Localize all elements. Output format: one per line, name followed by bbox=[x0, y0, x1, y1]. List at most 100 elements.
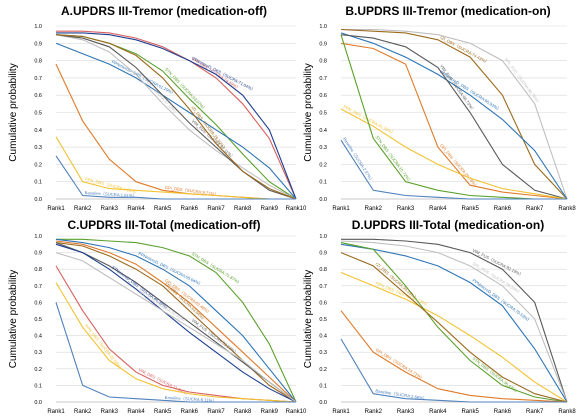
x-tick-label: Rank10 bbox=[286, 409, 307, 415]
series-label: PPN_DBS（SUCRA:31.76%） bbox=[343, 104, 396, 136]
y-tick-label: 0.0 bbox=[34, 197, 42, 203]
y-tick-label: 0.0 bbox=[319, 197, 327, 203]
y-tick-label: 0.8 bbox=[34, 59, 42, 65]
y-tick-label: 0.1 bbox=[319, 383, 327, 389]
y-tick-label: 0.6 bbox=[34, 300, 42, 306]
series-line-SPL_FUS bbox=[55, 252, 297, 403]
x-tick-label: Rank5 bbox=[461, 206, 479, 212]
series-line-STNmicroD_DBS bbox=[56, 32, 297, 200]
y-tick-label: 0.2 bbox=[34, 367, 42, 373]
y-tick-label: 0.8 bbox=[319, 59, 327, 65]
y-tick-label: 1.0 bbox=[34, 234, 42, 240]
x-tick-label: Rank8 bbox=[234, 409, 252, 415]
series-line-SPL_FUS bbox=[55, 34, 297, 200]
y-axis-label: Cumulative probability bbox=[8, 270, 19, 368]
series-label: STN_DBS（SUCRA:15.72%） bbox=[374, 135, 413, 184]
x-tick-label: Rank4 bbox=[127, 409, 145, 415]
series-line-STNmicroD_DBS bbox=[55, 243, 297, 403]
series-label: Baseline（SUCRA:2.97%） bbox=[342, 137, 374, 184]
y-tick-label: 0.6 bbox=[319, 300, 327, 306]
chart-title: D.UPDRS III-Total (medication-on) bbox=[352, 218, 544, 232]
x-tick-label: Rank7 bbox=[207, 409, 225, 415]
x-tick-label: Rank6 bbox=[181, 206, 199, 212]
y-tick-label: 0.8 bbox=[319, 267, 327, 273]
series-label: PPNmicroD_DBS（SUCRA:70.53%） bbox=[472, 278, 533, 324]
y-tick-label: 0.1 bbox=[34, 180, 42, 186]
x-tick-label: Rank1 bbox=[332, 206, 350, 212]
series-line-VIM_DBS bbox=[56, 30, 297, 200]
series-label: GPi_DBS（SUCRA:9.71%） bbox=[165, 185, 219, 197]
x-tick-label: Rank6 bbox=[494, 409, 512, 415]
series-line-SPL_FUS bbox=[340, 240, 568, 403]
y-tick-label: 0.5 bbox=[34, 317, 42, 323]
series-line-GPi_DBS bbox=[340, 42, 568, 200]
y-tick-label: 0.7 bbox=[34, 76, 42, 82]
x-tick-label: Rank3 bbox=[101, 409, 119, 415]
series-line-VIM_FUS bbox=[340, 34, 568, 200]
y-axis-label: Cumulative probability bbox=[303, 63, 314, 161]
x-tick-label: Rank2 bbox=[74, 206, 92, 212]
y-tick-label: 0.7 bbox=[319, 76, 327, 82]
y-tick-label: 0.0 bbox=[34, 400, 42, 406]
y-tick-label: 0.1 bbox=[34, 383, 42, 389]
y-tick-label: 0.4 bbox=[319, 334, 327, 340]
x-tick-label: Rank3 bbox=[101, 206, 119, 212]
x-tick-label: Rank8 bbox=[234, 206, 252, 212]
y-tick-label: 0.6 bbox=[319, 93, 327, 99]
series-label: VIM_FUS（SUCRA:82.19%） bbox=[472, 248, 525, 278]
chart-title: A.UPDRS III-Tremor (medication-off) bbox=[61, 4, 267, 18]
y-tick-label: 0.3 bbox=[319, 350, 327, 356]
y-tick-label: 0.7 bbox=[319, 284, 327, 290]
y-tick-label: 0.9 bbox=[319, 251, 327, 257]
y-tick-label: 0.3 bbox=[319, 145, 327, 151]
series-line-rZI_DBS bbox=[55, 242, 297, 403]
y-tick-label: 0.4 bbox=[34, 334, 42, 340]
chart-title: C.UPDRS III-Total (medication-off) bbox=[67, 218, 260, 232]
chart-panel-3: C.UPDRS III-Total (medication-off) Cumula… bbox=[8, 218, 307, 415]
series-line-GPi_DBS bbox=[55, 240, 297, 403]
x-tick-label: Rank7 bbox=[526, 409, 544, 415]
series-label: Baseline（SUCRA:1.61%） bbox=[85, 190, 137, 198]
series-label: STNmicroD_DBS（SUCRA:71.04%） bbox=[191, 56, 256, 93]
series-line-PPNmicroD_DBS bbox=[55, 42, 297, 200]
series-line-PPNmicroD_DBS bbox=[340, 243, 568, 403]
y-tick-label: 1.0 bbox=[319, 24, 327, 30]
y-tick-label: 0.5 bbox=[34, 111, 42, 117]
x-tick-label: Rank5 bbox=[154, 409, 172, 415]
series-line-VIM_FUS bbox=[341, 238, 568, 403]
series-line-rZI_DBS bbox=[340, 28, 568, 200]
series-line-PPN_DBS bbox=[55, 136, 296, 200]
y-tick-label: 0.1 bbox=[319, 180, 327, 186]
series-line-Baseline bbox=[55, 155, 296, 200]
x-tick-label: Rank3 bbox=[397, 409, 415, 415]
y-tick-label: 0.2 bbox=[319, 367, 327, 373]
y-tick-label: 0.4 bbox=[319, 128, 327, 134]
x-tick-label: Rank8 bbox=[558, 206, 576, 212]
y-axis-label: Cumulative probability bbox=[303, 270, 314, 368]
series-line-Baseline bbox=[55, 302, 296, 403]
x-tick-label: Rank4 bbox=[429, 206, 447, 212]
series-line-VIM_FUS bbox=[55, 34, 297, 200]
y-tick-label: 0.5 bbox=[319, 317, 327, 323]
series-line-STN_DBS bbox=[340, 34, 567, 200]
series-line-Baseline bbox=[340, 338, 567, 403]
series-line-SPL_FUS bbox=[341, 28, 568, 200]
series-label: PPN_DBS（SUCRA:22.58%） bbox=[84, 323, 124, 371]
series-line-PPNmicroD_DBS bbox=[340, 32, 568, 200]
series-label: VIM_FUS（SUCRA:53.23%） bbox=[191, 318, 239, 356]
y-tick-label: 0.0 bbox=[319, 400, 327, 406]
x-tick-label: Rank9 bbox=[261, 206, 279, 212]
x-tick-label: Rank1 bbox=[47, 206, 65, 212]
x-tick-label: Rank5 bbox=[154, 206, 172, 212]
series-label: STN_DBS（SUCRA:36.47%） bbox=[472, 356, 521, 395]
x-tick-label: Rank7 bbox=[526, 206, 544, 212]
series-label: rZI_DBS（SUCRA:29.39%） bbox=[190, 105, 227, 151]
series-line-PPN_DBS bbox=[340, 271, 568, 403]
y-tick-label: 0.9 bbox=[34, 41, 42, 47]
x-tick-label: Rank1 bbox=[332, 409, 350, 415]
y-tick-label: 0.2 bbox=[34, 162, 42, 168]
series-line-STN_DBS bbox=[56, 238, 297, 403]
y-tick-label: 0.3 bbox=[34, 145, 42, 151]
y-tick-label: 0.9 bbox=[34, 251, 42, 257]
